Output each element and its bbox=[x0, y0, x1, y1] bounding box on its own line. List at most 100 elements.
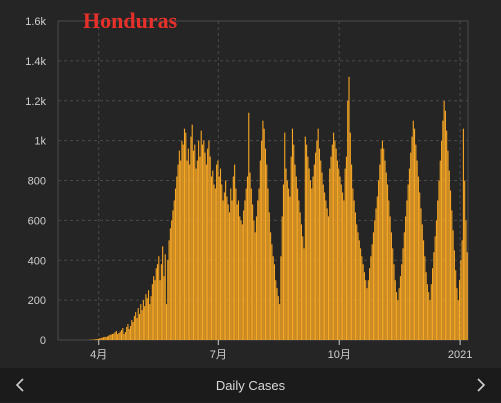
bar bbox=[235, 188, 236, 340]
bar bbox=[166, 304, 167, 340]
bar bbox=[343, 200, 344, 340]
bar bbox=[99, 338, 100, 340]
bar bbox=[274, 264, 275, 340]
bar bbox=[234, 165, 235, 340]
bar bbox=[370, 256, 371, 340]
bar bbox=[219, 177, 220, 340]
bar bbox=[273, 256, 274, 340]
y-tick-label: 0 bbox=[40, 335, 46, 347]
bar bbox=[102, 338, 103, 340]
bar bbox=[294, 165, 295, 340]
bar bbox=[117, 334, 118, 340]
bar bbox=[95, 339, 96, 340]
bar bbox=[238, 200, 239, 340]
bar bbox=[212, 171, 213, 340]
bar bbox=[325, 200, 326, 340]
bar bbox=[329, 169, 330, 340]
bar bbox=[250, 173, 251, 340]
bar bbox=[298, 200, 299, 340]
bar bbox=[393, 264, 394, 340]
bar bbox=[277, 288, 278, 340]
bar bbox=[450, 190, 451, 340]
x-tick-label: 7月 bbox=[210, 349, 227, 361]
bar bbox=[311, 188, 312, 340]
next-button[interactable] bbox=[461, 368, 501, 401]
bar bbox=[241, 220, 242, 340]
bar bbox=[414, 129, 415, 340]
bar bbox=[354, 200, 355, 340]
bar bbox=[320, 161, 321, 340]
bar bbox=[214, 184, 215, 340]
bar bbox=[422, 224, 423, 340]
bar bbox=[223, 200, 224, 340]
bar bbox=[208, 141, 209, 340]
bar bbox=[424, 256, 425, 340]
bar bbox=[467, 252, 468, 340]
bar bbox=[451, 210, 452, 340]
bar bbox=[302, 236, 303, 340]
bar bbox=[94, 339, 95, 340]
bar bbox=[98, 339, 99, 340]
bar bbox=[356, 224, 357, 340]
bar bbox=[264, 129, 265, 340]
bar bbox=[446, 131, 447, 340]
bar bbox=[462, 240, 463, 340]
bar bbox=[118, 333, 119, 340]
bar bbox=[459, 280, 460, 340]
bar bbox=[373, 232, 374, 340]
bar bbox=[463, 129, 464, 340]
bar bbox=[268, 188, 269, 340]
bar bbox=[180, 161, 181, 340]
bar bbox=[256, 216, 257, 340]
y-tick-label: 1.6k bbox=[25, 16, 46, 28]
chart-title: Honduras bbox=[83, 8, 178, 33]
bar bbox=[172, 210, 173, 340]
bar bbox=[378, 181, 379, 341]
bar bbox=[187, 161, 188, 340]
bar bbox=[203, 141, 204, 340]
bar bbox=[190, 137, 191, 340]
bar bbox=[390, 216, 391, 340]
bar bbox=[130, 326, 131, 340]
bar bbox=[441, 141, 442, 340]
bar bbox=[324, 192, 325, 340]
bar bbox=[239, 216, 240, 340]
bar bbox=[207, 149, 208, 340]
bar bbox=[170, 228, 171, 340]
bar bbox=[291, 157, 292, 340]
bar bbox=[453, 230, 454, 340]
bar bbox=[142, 310, 143, 340]
bar bbox=[396, 292, 397, 340]
bar bbox=[233, 177, 234, 340]
bar bbox=[280, 256, 281, 340]
bar bbox=[199, 157, 200, 340]
bar bbox=[243, 210, 244, 340]
bar bbox=[145, 294, 146, 340]
bar bbox=[346, 157, 347, 340]
bar bbox=[188, 149, 189, 340]
bar bbox=[456, 288, 457, 340]
bar bbox=[259, 188, 260, 340]
bar bbox=[379, 165, 380, 340]
bar bbox=[333, 133, 334, 340]
chevron-right-icon bbox=[475, 377, 487, 393]
bar bbox=[157, 264, 158, 340]
bar bbox=[423, 240, 424, 340]
bar bbox=[153, 276, 154, 340]
bar bbox=[210, 157, 211, 340]
bar bbox=[262, 121, 263, 340]
bar bbox=[135, 312, 136, 340]
bar bbox=[246, 188, 247, 340]
bar bbox=[154, 280, 155, 340]
bar bbox=[355, 212, 356, 340]
bar bbox=[107, 336, 108, 340]
bar bbox=[248, 113, 249, 340]
bar bbox=[440, 161, 441, 340]
bar bbox=[293, 145, 294, 340]
bar bbox=[435, 236, 436, 340]
bar bbox=[433, 252, 434, 340]
bar bbox=[288, 188, 289, 340]
bar bbox=[269, 212, 270, 340]
bar bbox=[305, 137, 306, 340]
